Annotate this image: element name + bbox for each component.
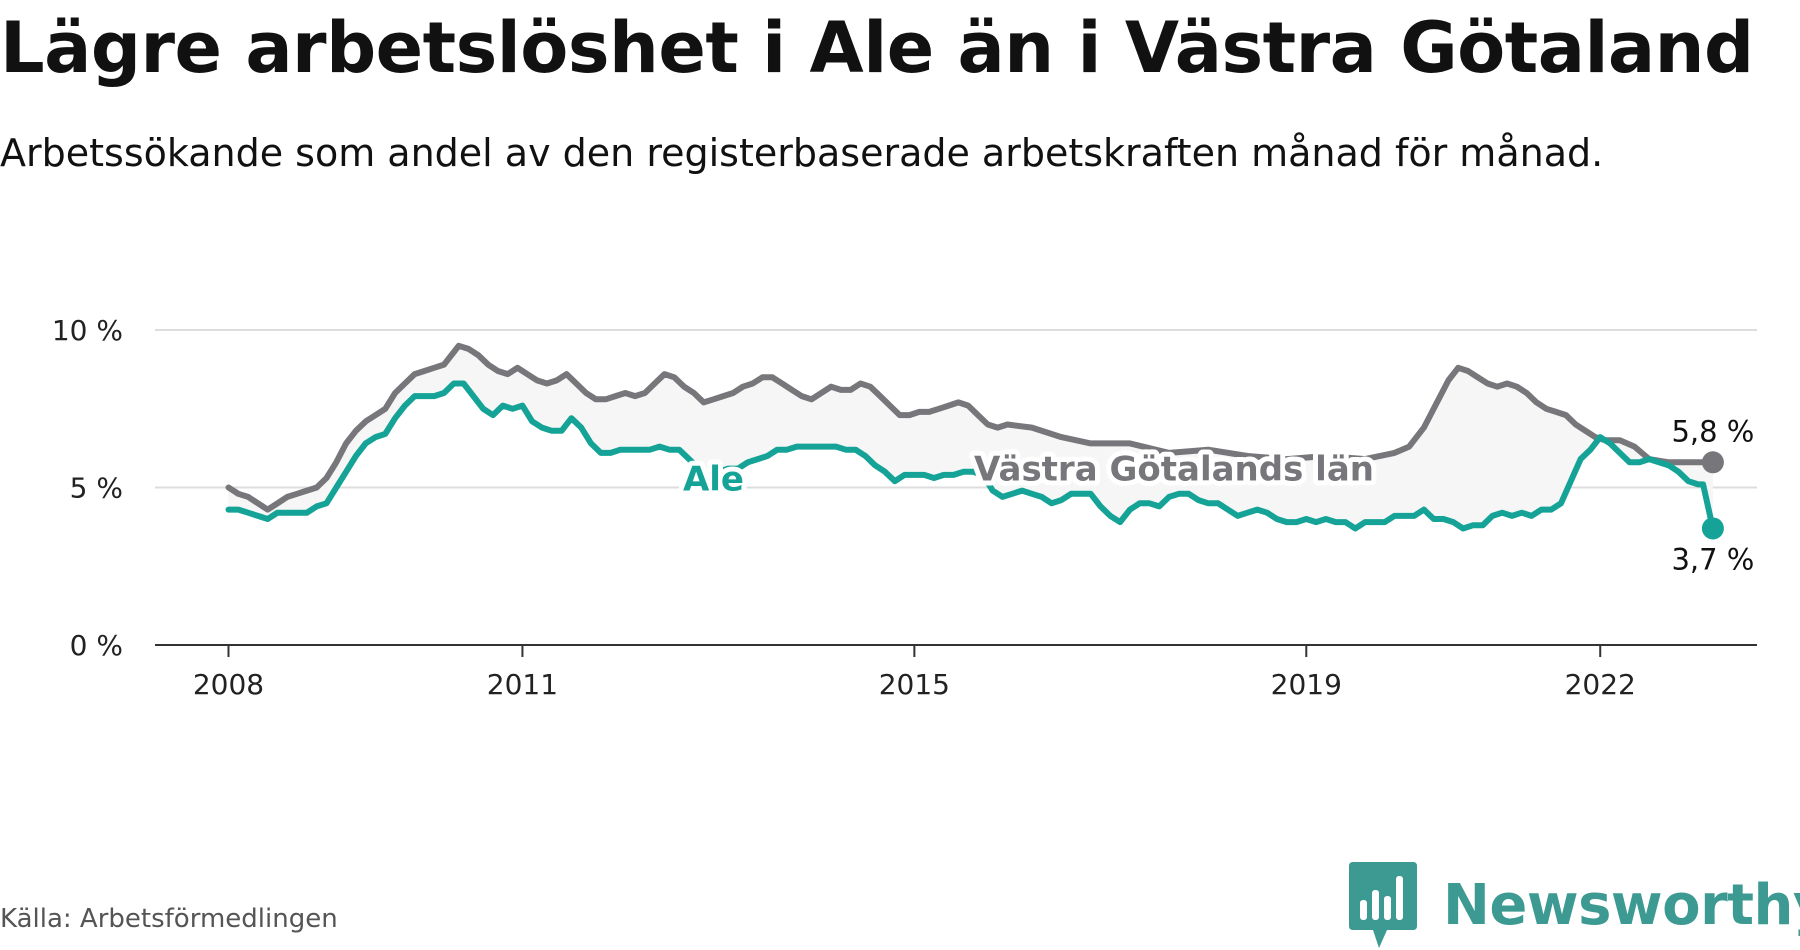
x-tick-label: 2011 [487, 668, 558, 701]
end-point-vg [1701, 451, 1724, 474]
y-tick-label: 5 % [70, 472, 123, 505]
y-tick-label: 10 % [52, 314, 123, 347]
series-line-vg [225, 342, 1716, 513]
brand-name: Newsworthy [1443, 872, 1800, 938]
chart-subtitle: Arbetssökande som andel av den registerb… [0, 131, 1604, 175]
x-tick-label: 2015 [879, 668, 950, 701]
newsworthy-logo-icon [1349, 862, 1417, 948]
end-point-ale [1701, 517, 1724, 540]
end-label-vg: 5,8 % [1671, 414, 1754, 448]
end-label-ale: 3,7 % [1671, 542, 1754, 576]
series-line-ale [225, 380, 1716, 532]
inline-label-vg: Västra Götalands län [974, 449, 1374, 489]
source-note: Källa: Arbetsförmedlingen [0, 904, 338, 934]
x-tick-label: 2019 [1271, 668, 1342, 701]
y-tick-label: 0 % [70, 629, 123, 662]
x-tick-label: 2022 [1565, 668, 1636, 701]
gap-band [228, 345, 1713, 529]
chart-title: Lägre arbetslöshet i Ale än i Västra Göt… [0, 7, 1754, 89]
x-tick-label: 2008 [193, 668, 264, 701]
brand-logo: Newsworthy [1347, 860, 1800, 950]
inline-label-ale: Ale [683, 459, 744, 499]
